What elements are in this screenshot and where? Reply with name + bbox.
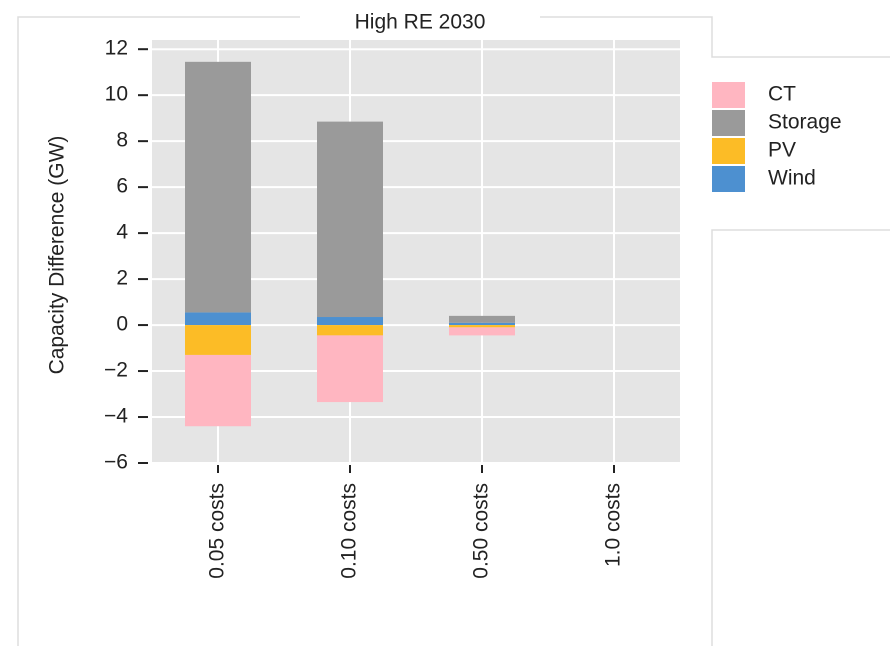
- bar-segment: [185, 61, 251, 313]
- bar-segment: [449, 315, 515, 323]
- legend-swatch: [712, 110, 745, 136]
- y-tick-label: 6: [116, 175, 128, 198]
- figure-border: [17, 16, 890, 646]
- legend-label: Storage: [768, 111, 842, 134]
- title-box: [300, 6, 540, 38]
- x-tick-label: 0.05 costs: [206, 483, 229, 579]
- bar-segment: [317, 325, 383, 336]
- bar-segment: [185, 325, 251, 355]
- y-tick-label: 12: [105, 37, 128, 60]
- y-tick-label: −6: [104, 451, 128, 474]
- y-tick-label: 0: [116, 313, 128, 336]
- legend-label: Wind: [768, 167, 816, 190]
- y-tick-label: 2: [116, 267, 128, 290]
- x-tick-label: 1.0 costs: [602, 483, 625, 567]
- y-tick-label: 10: [105, 83, 128, 106]
- legend-label: CT: [768, 83, 796, 106]
- legend-swatch: [712, 166, 745, 192]
- bar-segment: [449, 327, 515, 336]
- y-tick-label: 8: [116, 129, 128, 152]
- y-tick-label: 4: [116, 221, 128, 244]
- legend-label: PV: [768, 139, 796, 162]
- bar-segment: [185, 354, 251, 427]
- x-tick-label: 0.50 costs: [470, 483, 493, 579]
- bar-segment: [185, 312, 251, 326]
- bar-segment: [449, 322, 515, 326]
- legend-swatch: [712, 138, 745, 164]
- y-tick-label: −4: [104, 405, 128, 428]
- bar-segment: [449, 325, 515, 328]
- bar-segment: [317, 317, 383, 326]
- chart-title: High RE 2030: [355, 11, 486, 34]
- y-axis-label: Capacity Difference (GW): [46, 136, 69, 375]
- y-tick-label: −2: [104, 359, 128, 382]
- x-tick-label: 0.10 costs: [338, 483, 361, 579]
- bar-segment: [317, 335, 383, 403]
- bar-segment: [317, 121, 383, 318]
- legend-swatch: [712, 82, 745, 108]
